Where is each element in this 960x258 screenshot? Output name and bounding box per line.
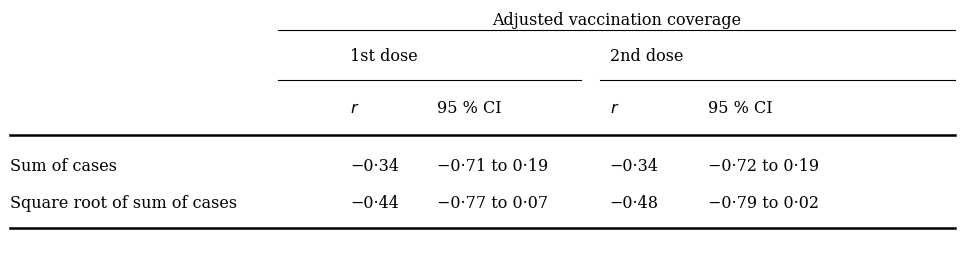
Text: $r$: $r$ bbox=[350, 100, 360, 117]
Text: Sum of cases: Sum of cases bbox=[10, 158, 116, 175]
Text: −0·34: −0·34 bbox=[610, 158, 659, 175]
Text: 95 % CI: 95 % CI bbox=[437, 100, 501, 117]
Text: Square root of sum of cases: Square root of sum of cases bbox=[10, 195, 237, 212]
Text: Adjusted vaccination coverage: Adjusted vaccination coverage bbox=[492, 12, 741, 29]
Text: $r$: $r$ bbox=[610, 100, 619, 117]
Text: 95 % CI: 95 % CI bbox=[708, 100, 773, 117]
Text: −0·72 to 0·19: −0·72 to 0·19 bbox=[708, 158, 820, 175]
Text: −0·71 to 0·19: −0·71 to 0·19 bbox=[437, 158, 548, 175]
Text: −0·48: −0·48 bbox=[610, 195, 659, 212]
Text: 2nd dose: 2nd dose bbox=[610, 48, 684, 65]
Text: 1st dose: 1st dose bbox=[350, 48, 419, 65]
Text: −0·44: −0·44 bbox=[350, 195, 399, 212]
Text: −0·77 to 0·07: −0·77 to 0·07 bbox=[437, 195, 548, 212]
Text: −0·34: −0·34 bbox=[350, 158, 399, 175]
Text: −0·79 to 0·02: −0·79 to 0·02 bbox=[708, 195, 820, 212]
